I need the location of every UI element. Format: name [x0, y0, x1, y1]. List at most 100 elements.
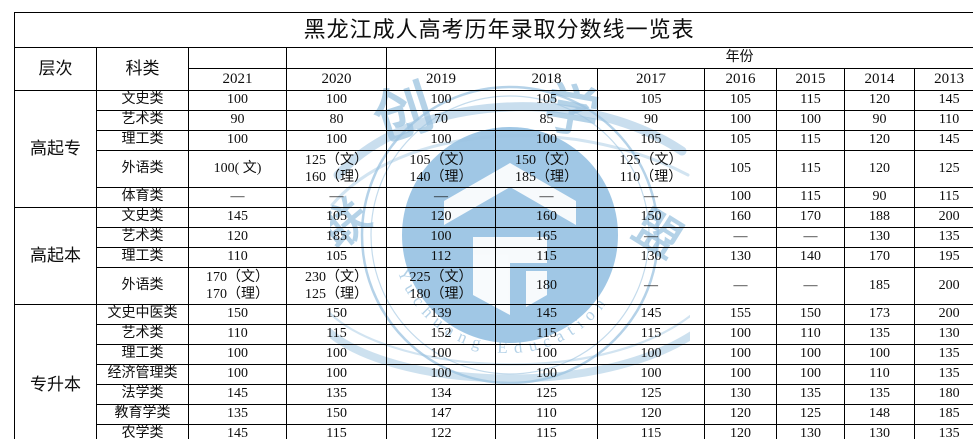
table-row: 艺术类 90 80 70 85 90 100 100 90 110	[15, 110, 973, 131]
score-cell-2020: 100	[286, 344, 387, 366]
score-cell-2013: 125	[913, 149, 973, 189]
score-cell-2018: 105	[495, 90, 598, 111]
score-cell-2013: 130	[913, 324, 973, 346]
level-cell-高起本: 高起本	[14, 207, 97, 306]
score-cell-2013: 110	[913, 110, 973, 131]
score-cell-2016: 130	[704, 384, 777, 406]
score-cell-2016: 160	[704, 207, 777, 229]
title-row: 黑龙江成人高考历年录取分数线一览表	[13, 12, 973, 48]
score-cell-2015: —	[776, 267, 845, 306]
score-cell-2016: 100	[704, 364, 777, 386]
score-cell-2015: 125	[776, 404, 845, 426]
level-cell-高起专: 高起专	[14, 89, 97, 209]
score-cell-2017: 130	[597, 247, 705, 269]
score-cell-2018: 160	[495, 207, 598, 229]
score-cell-2019: 100	[386, 227, 496, 249]
header-category: 科类	[96, 47, 189, 91]
score-cell-2019: —	[386, 187, 496, 209]
score-cell-2020: 150	[286, 304, 387, 326]
category-cell: 文史类	[96, 207, 189, 229]
score-cell-2016: 155	[704, 304, 777, 326]
category-cell: 外语类	[96, 267, 189, 306]
score-cell-2016: 100	[704, 324, 777, 346]
score-cell-2021: 135	[188, 404, 287, 426]
score-cell-2018: 100	[495, 130, 598, 151]
category-cell: 体育类	[96, 187, 189, 209]
score-cell-2013: 135	[913, 227, 973, 249]
header-year-2015: 2015	[776, 68, 845, 91]
score-cell-2016: 120	[704, 404, 777, 426]
score-cell-2020: 135	[286, 384, 387, 406]
score-cell-2013: 200	[913, 207, 973, 229]
score-cell-2020: 125（文） 160（理）	[286, 149, 387, 189]
score-cell-2017: 125（文） 110（理）	[597, 149, 705, 189]
score-cell-2016: —	[704, 227, 777, 249]
score-cell-2017: 105	[597, 130, 705, 151]
score-cell-2019: 152	[386, 324, 496, 346]
score-cell-2018: 115	[495, 424, 598, 439]
score-cell-2018: 150（文） 185（理）	[495, 149, 598, 189]
score-cell-2015: 110	[776, 324, 845, 346]
score-cell-2021: 100	[188, 344, 287, 366]
score-cell-2016: 100	[704, 110, 777, 131]
score-cell-2013: 145	[913, 130, 973, 151]
header-year-2020: 2020	[286, 68, 387, 91]
score-cell-2016: 100	[704, 187, 777, 209]
score-cell-2017: 90	[597, 110, 705, 131]
table-row: 高起本 文史类 145 105 120 160 150 160 170 188 200	[14, 207, 973, 306]
header-blank-cell	[386, 47, 496, 69]
table-row: 外语类 100( 文) 125（文） 160（理） 105（文） 140（理） 150（文）…	[15, 149, 973, 189]
score-cell-2019: 100	[386, 344, 496, 366]
score-cell-2013: 135	[913, 424, 973, 439]
category-cell: 文史中医类	[96, 304, 189, 326]
score-cell-2019: 139	[386, 304, 496, 326]
score-cell-2014: 130	[844, 424, 915, 439]
table-row: 专升本 文史中医类 150 150 139 145 145 155 150 173 200	[14, 304, 973, 439]
category-cell: 法学类	[96, 384, 189, 406]
table-row: 体育类 — — — — —100 115 90 115	[15, 187, 973, 209]
score-cell-2017: 115	[597, 424, 705, 439]
score-cell-2018: —	[495, 187, 598, 209]
score-cell-2018: 115	[495, 324, 598, 346]
score-cell-2014: 170	[844, 247, 915, 269]
score-cell-2013: 145	[913, 90, 973, 111]
score-cell-2021: 120	[188, 227, 287, 249]
score-cell-2020: 100	[286, 364, 387, 386]
score-cell-2015: 135	[776, 384, 845, 406]
score-cell-2021: 110	[188, 247, 287, 269]
score-cell-2015: 100	[776, 344, 845, 366]
score-cell-2020: 100	[286, 90, 387, 111]
score-cell-2021: 90	[188, 110, 287, 131]
score-cell-2018: 165	[495, 227, 598, 249]
score-cell-2017: —	[597, 267, 705, 306]
score-cell-2014: 120	[844, 149, 915, 189]
score-cell-2014: 173	[844, 304, 915, 326]
score-cell-2019: 105（文） 140（理）	[386, 149, 496, 189]
score-cell-2015: 140	[776, 247, 845, 269]
score-table-container: 黑龙江成人高考历年录取分数线一览表 层次 科类 年份 2021 2020 2019 2018 2…	[13, 12, 973, 439]
score-cell-2021: 150	[188, 304, 287, 326]
score-cell-2017: 105	[597, 90, 705, 111]
table-row: 经济管理类 100 100 100 100 100 100 100 110 135	[15, 364, 973, 386]
score-cell-2016: —	[704, 267, 777, 306]
score-cell-2013: 115	[913, 187, 973, 209]
table-row: 高起专 文史类 100 100 100 105 105 105 115 120 145	[14, 89, 973, 209]
page-title: 黑龙江成人高考历年录取分数线一览表	[13, 12, 973, 48]
score-cell-2015: 115	[776, 90, 845, 111]
score-cell-2016: 105	[704, 90, 777, 111]
header-row-group: 层次 科类 年份	[14, 47, 973, 91]
score-cell-2017: 115	[597, 324, 705, 346]
score-cell-2014: 135	[844, 384, 915, 406]
category-cell: 艺术类	[96, 110, 189, 131]
score-cell-2018: 110	[495, 404, 598, 426]
header-blank-cell	[286, 47, 387, 69]
score-cell-2015: 170	[776, 207, 845, 229]
score-cell-2018: 100	[495, 364, 598, 386]
score-cell-2014: 120	[844, 90, 915, 111]
score-cell-2015: 100	[776, 364, 845, 386]
score-cell-2021: 110	[188, 324, 287, 346]
score-cell-2019: 134	[386, 384, 496, 406]
score-cell-2021: 100	[188, 364, 287, 386]
score-cell-2018: 180	[495, 267, 598, 306]
